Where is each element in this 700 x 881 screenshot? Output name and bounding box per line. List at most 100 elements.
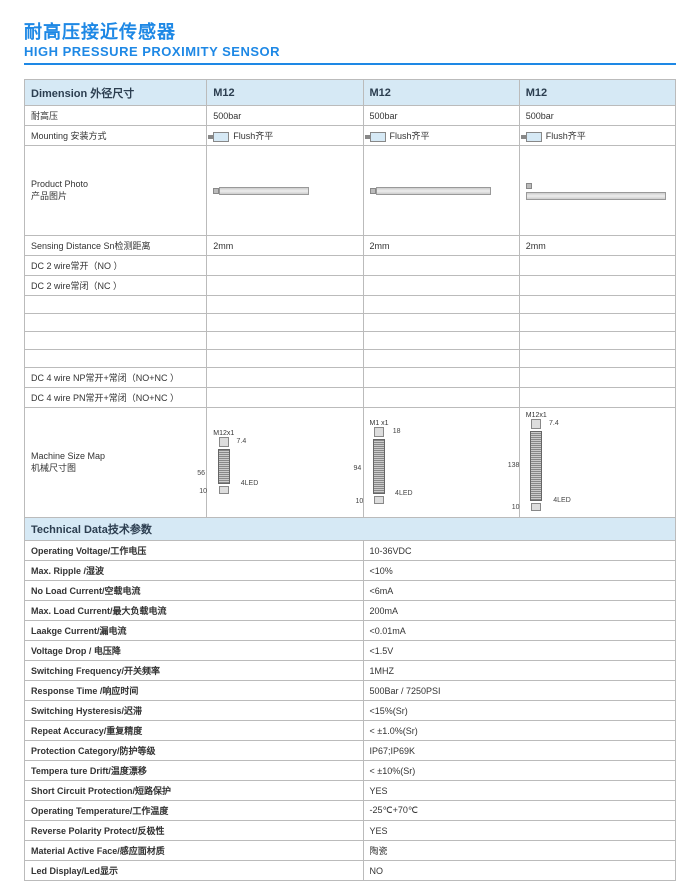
dc2-nc-label: DC 2 wire常闭（NC ） [25,276,207,296]
dc4-pn-row: DC 4 wire PN常开+常闭（NO+NC ） [25,388,676,408]
tech-label: Led Display/Led显示 [25,861,364,881]
empty-row [25,332,676,350]
model-2: M12 [519,80,675,106]
photo-1 [363,146,519,236]
tech-label: Laakge Current/漏电流 [25,621,364,641]
tech-row: Operating Voltage/工作电压10-36VDC [25,541,676,561]
tech-row: Tempera ture Drift/温度漂移< ±10%(Sr) [25,761,676,781]
tech-header-row: Technical Data技术参数 [25,518,676,541]
tech-value: <6mA [363,581,676,601]
sizemap-0: M12x1 56 7.4 4LED 10 [207,408,363,518]
tech-label: Operating Voltage/工作电压 [25,541,364,561]
tech-row: Protection Category/防护等级IP67;IP69K [25,741,676,761]
tech-row: Switching Frequency/开关频率1MHZ [25,661,676,681]
model-1: M12 [363,80,519,106]
tech-value: 500Bar / 7250PSI [363,681,676,701]
sensing-0: 2mm [207,236,363,256]
tech-label: Reverse Polarity Protect/反极性 [25,821,364,841]
tech-value: <0.01mA [363,621,676,641]
dimension-label: Dimension 外径尺寸 [25,80,207,106]
photo-0 [207,146,363,236]
dc4-pn-label: DC 4 wire PN常开+常闭（NO+NC ） [25,388,207,408]
tech-header-label: Technical Data技术参数 [25,518,676,541]
tech-label: Switching Hysteresis/迟滞 [25,701,364,721]
size-diagram-icon: M1 x1 94 18 4LED 10 [370,420,389,506]
tech-label: Response Time /响应时间 [25,681,364,701]
pressure-label: 耐高压 [25,106,207,126]
sensor-photo-icon [370,186,491,196]
dc4-np-label: DC 4 wire NP常开+常闭（NO+NC ） [25,368,207,388]
mounting-row: Mounting 安装方式 Flush齐平 Flush齐平 Flush齐平 [25,126,676,146]
tech-label: Switching Frequency/开关频率 [25,661,364,681]
pressure-0: 500bar [207,106,363,126]
flush-icon [213,132,229,142]
sensing-2: 2mm [519,236,675,256]
tech-label: Protection Category/防护等级 [25,741,364,761]
tech-row: Response Time /响应时间500Bar / 7250PSI [25,681,676,701]
tech-label: Max. Load Current/最大负载电流 [25,601,364,621]
tech-row: Laakge Current/漏电流<0.01mA [25,621,676,641]
page-header: 耐高压接近传感器 HIGH PRESSURE PROXIMITY SENSOR [24,18,676,65]
tech-value: 1MHZ [363,661,676,681]
tech-value: 陶瓷 [363,841,676,861]
photo-row: Product Photo 产品图片 [25,146,676,236]
tech-value: YES [363,821,676,841]
tech-row: Material Active Face/感应面材质陶瓷 [25,841,676,861]
tech-label: Voltage Drop / 电压降 [25,641,364,661]
tech-value: <10% [363,561,676,581]
spec-table: Dimension 外径尺寸 M12 M12 M12 耐高压 500bar 50… [24,79,676,881]
tech-value: <15%(Sr) [363,701,676,721]
header-divider [24,63,676,65]
sensing-label: Sensing Distance Sn检测距离 [25,236,207,256]
title-chinese: 耐高压接近传感器 [24,18,676,44]
photo-2 [519,146,675,236]
tech-value: <1.5V [363,641,676,661]
dc2-nc-row: DC 2 wire常闭（NC ） [25,276,676,296]
tech-row: Short Circuit Protection/短路保护YES [25,781,676,801]
sizemap-row: Machine Size Map 机械尺寸图 M12x1 56 7.4 4LED… [25,408,676,518]
tech-value: NO [363,861,676,881]
tech-row: Max. Load Current/最大负载电流200mA [25,601,676,621]
pressure-2: 500bar [519,106,675,126]
tech-label: Max. Ripple /湿波 [25,561,364,581]
sensing-row: Sensing Distance Sn检测距离 2mm 2mm 2mm [25,236,676,256]
size-diagram-icon: M12x1 138 7.4 4LED 10 [526,412,547,513]
model-0: M12 [207,80,363,106]
tech-row: Operating Temperature/工作温度-25℃+70℃ [25,801,676,821]
mounting-2: Flush齐平 [519,126,675,146]
empty-row [25,350,676,368]
title-english: HIGH PRESSURE PROXIMITY SENSOR [24,44,676,59]
sensing-1: 2mm [363,236,519,256]
mounting-label: Mounting 安装方式 [25,126,207,146]
tech-label: Tempera ture Drift/温度漂移 [25,761,364,781]
pressure-row: 耐高压 500bar 500bar 500bar [25,106,676,126]
tech-label: Short Circuit Protection/短路保护 [25,781,364,801]
tech-row: Led Display/Led显示NO [25,861,676,881]
sensor-photo-icon [526,181,669,201]
size-diagram-icon: M12x1 56 7.4 4LED 10 [213,430,234,496]
tech-row: Repeat Accuracy/重复精度< ±1.0%(Sr) [25,721,676,741]
tech-value: 10-36VDC [363,541,676,561]
tech-value: IP67;IP69K [363,741,676,761]
flush-icon [526,132,542,142]
tech-row: Voltage Drop / 电压降<1.5V [25,641,676,661]
tech-row: Reverse Polarity Protect/反极性YES [25,821,676,841]
sizemap-1: M1 x1 94 18 4LED 10 [363,408,519,518]
empty-row [25,314,676,332]
tech-value: < ±10%(Sr) [363,761,676,781]
sizemap-label: Machine Size Map 机械尺寸图 [25,408,207,518]
pressure-1: 500bar [363,106,519,126]
mounting-1: Flush齐平 [363,126,519,146]
tech-row: No Load Current/空载电流<6mA [25,581,676,601]
mounting-0: Flush齐平 [207,126,363,146]
tech-label: Operating Temperature/工作温度 [25,801,364,821]
sensor-photo-icon [213,186,309,196]
flush-icon [370,132,386,142]
dimension-row: Dimension 外径尺寸 M12 M12 M12 [25,80,676,106]
dc4-np-row: DC 4 wire NP常开+常闭（NO+NC ） [25,368,676,388]
tech-label: Repeat Accuracy/重复精度 [25,721,364,741]
sizemap-2: M12x1 138 7.4 4LED 10 [519,408,675,518]
dc2-no-label: DC 2 wire常开（NO ） [25,256,207,276]
tech-row: Switching Hysteresis/迟滞<15%(Sr) [25,701,676,721]
tech-value: < ±1.0%(Sr) [363,721,676,741]
